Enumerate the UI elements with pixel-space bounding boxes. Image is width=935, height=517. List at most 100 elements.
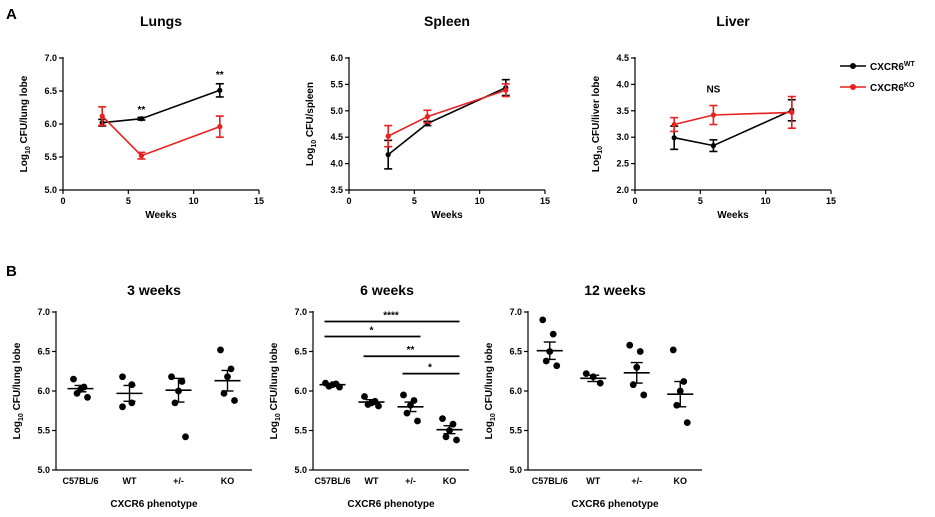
spleen-cxcr6ko-point	[385, 133, 391, 139]
lungs-title: Lungs	[140, 13, 182, 29]
3-weeks-y-tick-label: 6.5	[37, 347, 50, 357]
6-weeks-data-point	[403, 409, 411, 417]
lungs-y-tick-label: 6.0	[44, 119, 57, 129]
6-weeks-data-point	[375, 402, 382, 410]
liver-y-tick-label: 4.5	[616, 53, 629, 63]
legend-label-wt-sup: WT	[904, 61, 916, 68]
liver-y-tick-label: 2.0	[616, 185, 629, 195]
6-weeks-data-point	[400, 391, 407, 399]
liver-y-label-prefix: Log	[591, 154, 602, 172]
liver-y-tick-label: 3.5	[616, 106, 629, 116]
liver-x-label: Weeks	[717, 210, 749, 221]
12-weeks-data-point	[596, 379, 604, 387]
spleen-y-tick-label: 4.0	[330, 159, 343, 169]
12-weeks-y-label-prefix: Log	[484, 421, 495, 439]
3-weeks-x-tick-label-c57bl-6: C57BL/6	[62, 476, 98, 486]
legend-item-ko: CXCR6KO	[840, 82, 915, 94]
spleen-cxcr6wt-point	[385, 152, 391, 158]
lungs-cxcr6wt-point	[138, 116, 144, 122]
6-weeks-x-tick-label-wt: WT	[365, 476, 379, 486]
spleen-y-label-prefix: Log	[305, 148, 316, 166]
6-weeks-significance-label: ****	[383, 310, 399, 321]
legend-label-ko-sup: KO	[904, 82, 915, 89]
12-weeks-data-point	[582, 370, 590, 378]
6-weeks-y-tick-label: 5.5	[294, 426, 307, 436]
12-weeks-x-label: CXCR6 phenotype	[571, 499, 659, 510]
panel-letter-b: B	[6, 263, 17, 280]
lungs-y-tick-label: 5.5	[44, 152, 57, 162]
liver-cxcr6ko-point	[671, 121, 677, 128]
3-weeks-data-point	[171, 399, 179, 407]
12-weeks-y-label-sub: 10	[490, 413, 497, 421]
6-weeks-x-tick-label-c57bl-6: C57BL/6	[314, 476, 350, 486]
liver-x-tick-label: 10	[761, 196, 771, 206]
3-weeks-data-point	[178, 378, 186, 385]
12-weeks-y-tick-label: 7.0	[509, 307, 522, 317]
3-weeks-y-tick-label: 7.0	[37, 307, 50, 317]
3-weeks-y-tick-label: 6.0	[37, 386, 50, 396]
legend-label-wt-base: CXCR6	[870, 62, 904, 73]
12-weeks-data-point	[669, 346, 677, 354]
12-weeks-y-tick-label: 5.0	[509, 465, 522, 475]
spleen-y-tick-label: 3.5	[330, 185, 343, 195]
lungs-x-tick-label: 0	[60, 196, 65, 206]
3-weeks-data-point	[231, 397, 238, 404]
3-weeks-y-label-prefix: Log	[12, 421, 23, 439]
3-weeks-data-point	[168, 373, 175, 381]
3-weeks-x-tick-label-ko: KO	[221, 476, 235, 486]
lungs-cxcr6ko-point	[99, 113, 105, 119]
lungs-cxcr6ko-line	[101, 115, 221, 157]
lungs-cxcr6ko-point	[138, 153, 144, 159]
spleen-x-tick-label: 15	[540, 196, 550, 206]
lungs-x-tick-label: 10	[189, 196, 199, 206]
lungs-annotation: **	[216, 70, 224, 81]
spleen-y-tick-label: 5.5	[330, 79, 343, 89]
6-weeks-y-label-prefix: Log	[269, 421, 280, 439]
6-weeks-y-label-sub: 10	[275, 413, 282, 421]
12-weeks-data-point	[629, 381, 637, 389]
liver-x-tick-label: 5	[698, 196, 703, 206]
12-weeks-y-tick-label: 6.5	[509, 347, 522, 357]
3-weeks-data-point	[182, 433, 189, 441]
legend-marker-wt	[850, 63, 856, 69]
liver-title: Liver	[716, 13, 750, 29]
12-weeks-x-tick-label-: +/-	[631, 476, 642, 486]
spleen-y-label-suffix: CFU/spleen	[305, 82, 316, 140]
lungs-cxcr6wt-line	[102, 89, 221, 124]
liver-y-tick-label: 4.0	[616, 79, 629, 89]
12-weeks-data-point	[640, 391, 648, 399]
6-weeks-x-tick-label-: +/-	[405, 476, 416, 486]
6-weeks-title: 6 weeks	[360, 282, 414, 298]
spleen-x-tick-label: 0	[346, 196, 351, 206]
3-weeks-y-label-sub: 10	[18, 413, 25, 421]
12-weeks-y-tick-label: 6.0	[509, 386, 522, 396]
lungs-y-label: Log10 CFU/lung lobe	[19, 75, 32, 172]
6-weeks-y-tick-label: 7.0	[294, 307, 307, 317]
spleen-y-tick-label: 6.0	[330, 53, 343, 63]
6-weeks-significance-label: **	[407, 345, 415, 356]
lungs-y-label-suffix: CFU/lung lobe	[19, 75, 30, 146]
legend-item-wt: CXCR6WT	[840, 61, 916, 73]
lungs-x-tick-label: 5	[126, 196, 131, 206]
3-weeks-y-tick-label: 5.5	[37, 426, 50, 436]
6-weeks-y-tick-label: 6.0	[294, 386, 307, 396]
spleen-x-tick-label: 10	[475, 196, 485, 206]
legend-label-ko-base: CXCR6	[870, 83, 904, 94]
3-weeks-y-tick-label: 5.0	[37, 465, 50, 475]
6-weeks-significance-label: *	[370, 325, 374, 336]
6-weeks-data-point	[449, 420, 457, 428]
legend-marker-ko	[850, 84, 856, 90]
12-weeks-y-label: Log10 CFU/lung lobe	[484, 342, 497, 439]
liver-y-label: Log10 CFU/liver lobe	[591, 75, 604, 172]
12-weeks-data-point	[673, 401, 681, 409]
3-weeks-y-label: Log10 CFU/lung lobe	[12, 342, 25, 439]
spleen-y-tick-label: 4.5	[330, 132, 343, 142]
liver-cxcr6wt-line	[674, 109, 793, 147]
lungs-cxcr6ko-point	[217, 124, 223, 130]
6-weeks-data-point	[442, 433, 450, 441]
12-weeks-data-point	[683, 419, 691, 426]
lungs-x-label: Weeks	[145, 210, 177, 221]
lungs-cxcr6wt-point	[217, 87, 223, 93]
